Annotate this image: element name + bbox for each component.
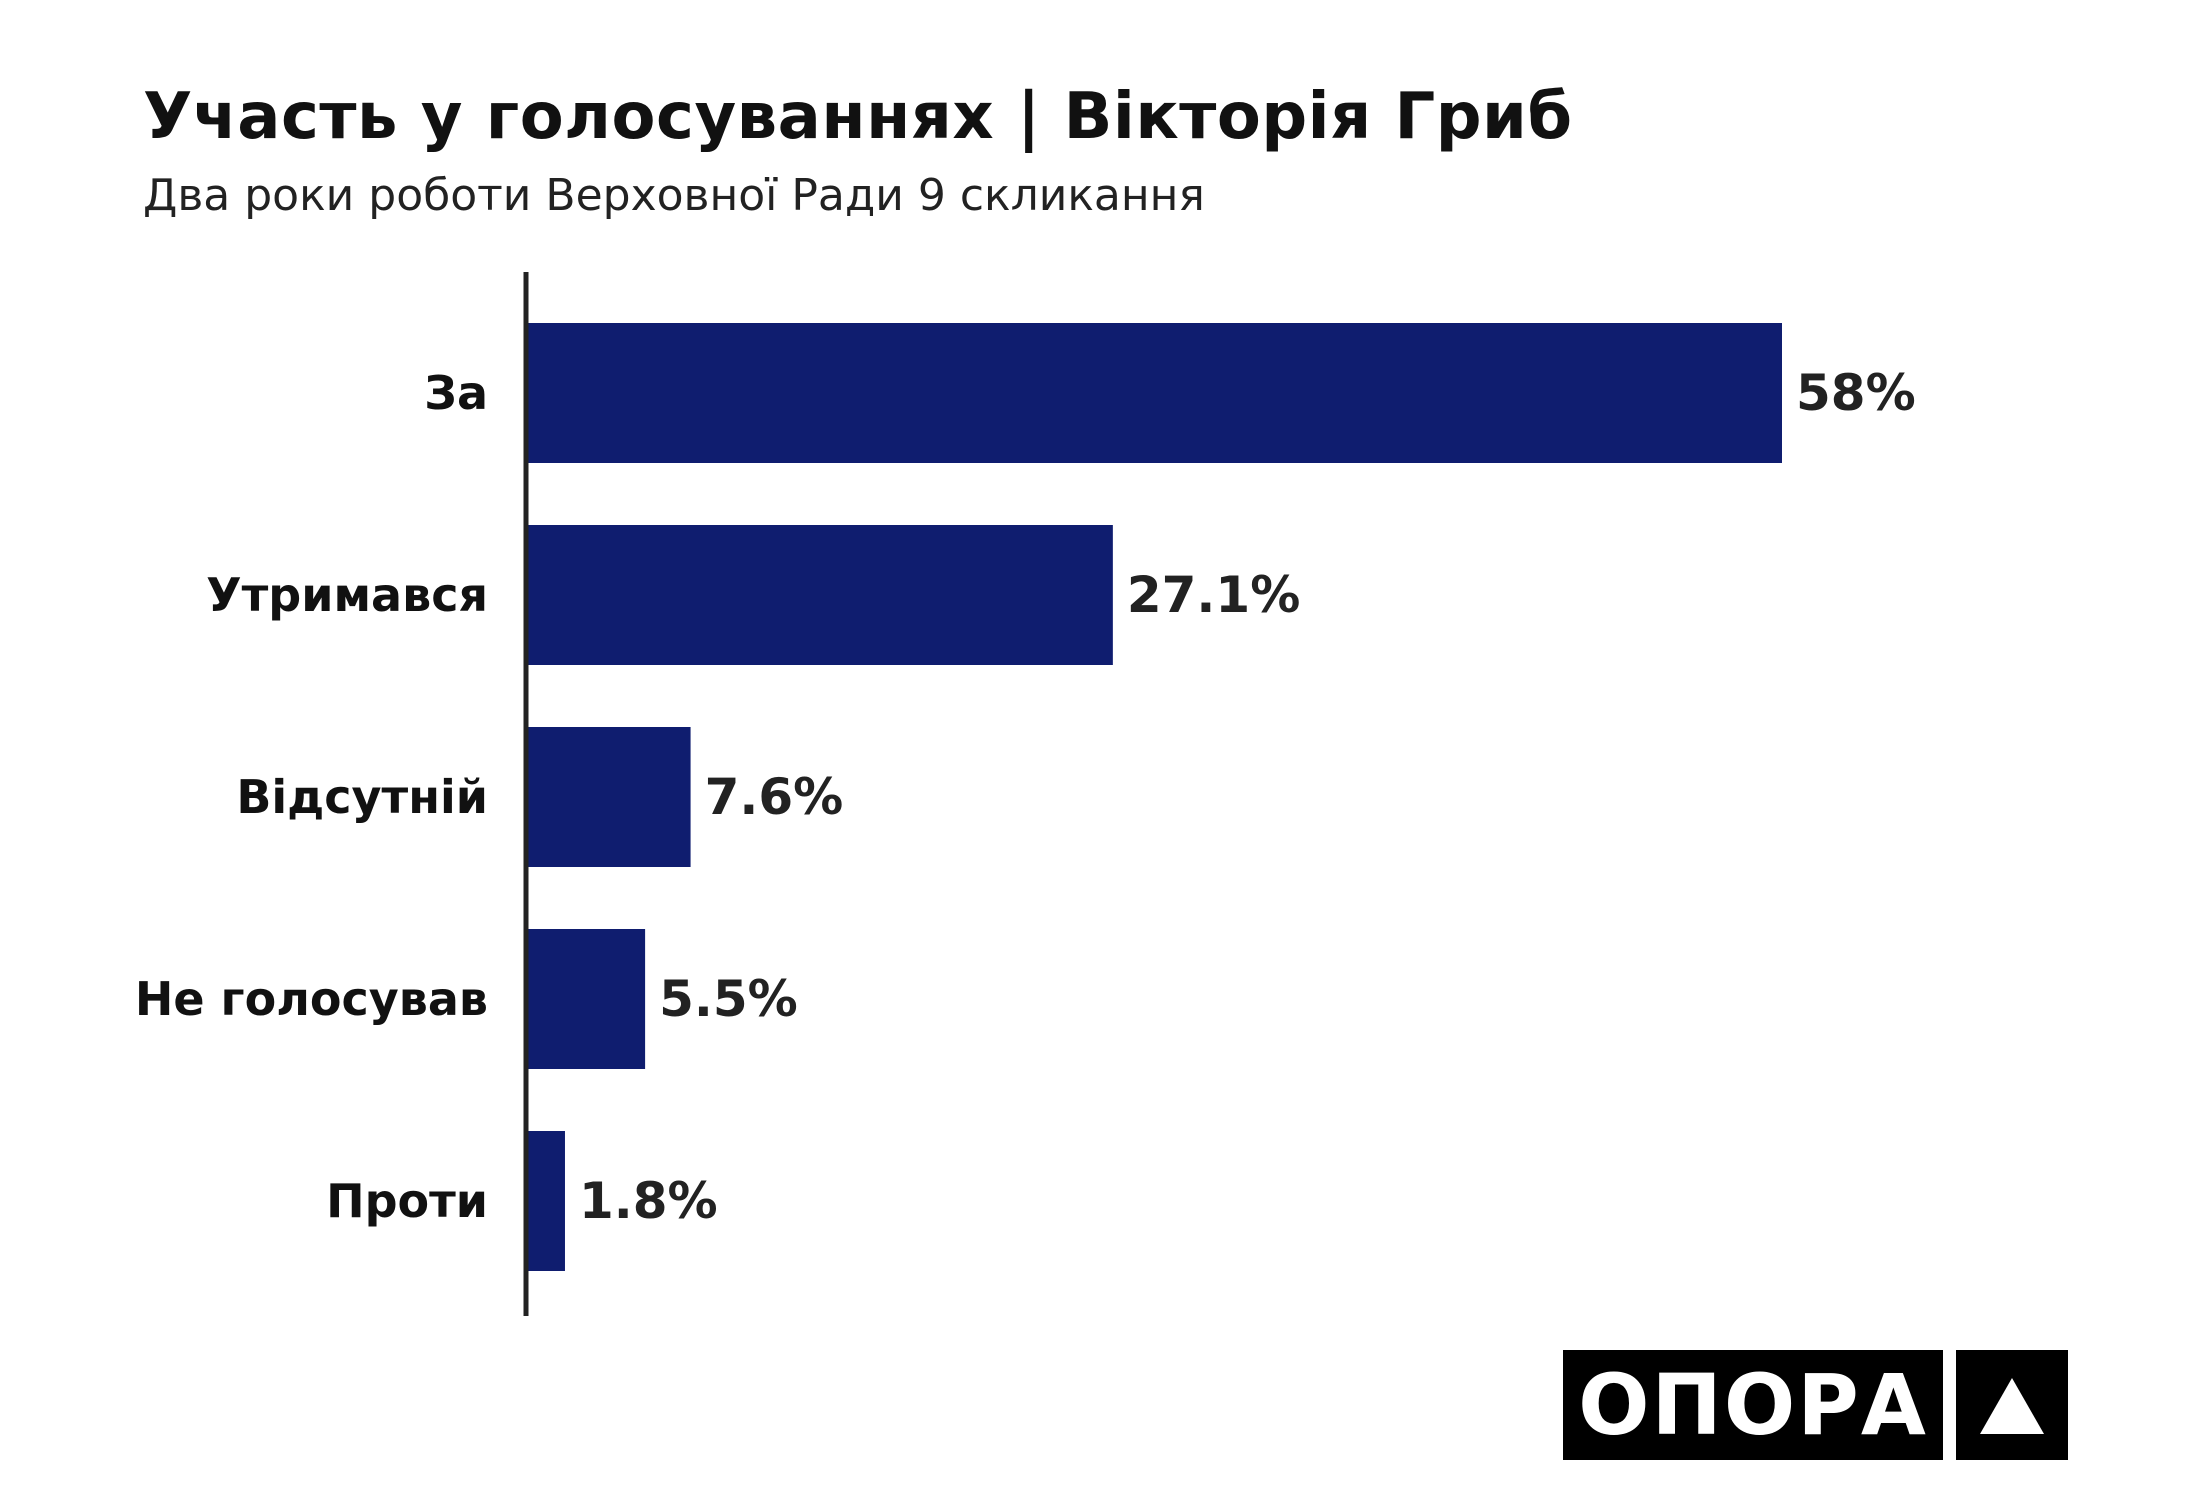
category-label: За bbox=[424, 366, 488, 420]
chart-subtitle: Два роки роботи Верховної Ради 9 скликан… bbox=[143, 170, 1205, 221]
data-label: 27.1% bbox=[1127, 566, 1300, 624]
data-label: 7.6% bbox=[705, 768, 844, 826]
data-label: 1.8% bbox=[579, 1172, 718, 1230]
data-label: 58% bbox=[1796, 364, 1916, 422]
category-label: Не голосував bbox=[135, 972, 488, 1026]
data-label: 5.5% bbox=[659, 970, 798, 1028]
opora-logo: ОПОРА bbox=[1563, 1350, 2068, 1460]
bar-3 bbox=[526, 727, 691, 867]
category-label: Проти bbox=[326, 1174, 488, 1228]
bar-5 bbox=[526, 1131, 565, 1271]
chart-title: Участь у голосуваннях | Вікторія Гриб bbox=[143, 80, 1573, 154]
triangle-icon bbox=[1956, 1350, 2068, 1460]
bar-4 bbox=[526, 929, 646, 1069]
bar-1 bbox=[526, 323, 1782, 463]
bar-2 bbox=[526, 525, 1113, 665]
category-label: Утримався bbox=[206, 568, 488, 622]
logo-wordmark: ОПОРА bbox=[1563, 1350, 1943, 1460]
category-label: Відсутній bbox=[236, 770, 488, 824]
